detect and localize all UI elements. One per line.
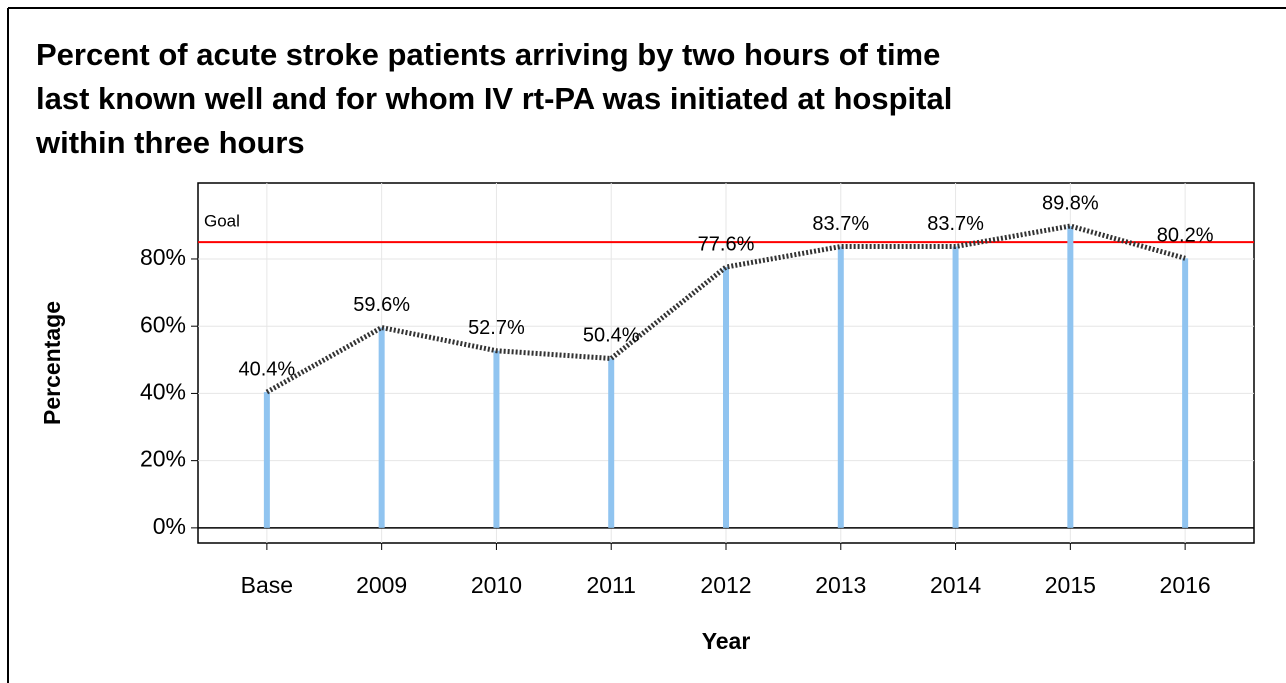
data-label: 80.2% <box>1157 225 1214 247</box>
y-tick-label: 20% <box>140 446 186 472</box>
needle <box>837 246 844 528</box>
x-tick-label: Base <box>241 572 293 598</box>
data-label: 89.8% <box>1042 192 1099 214</box>
data-label: 40.4% <box>239 358 296 380</box>
needle <box>723 267 729 528</box>
y-tick-label: 60% <box>140 311 186 337</box>
data-label: 59.6% <box>353 294 410 316</box>
data-label: 50.4% <box>583 325 640 347</box>
y-tick-label: 0% <box>153 513 186 539</box>
y-tick-label: 40% <box>140 378 186 404</box>
chart-title: within three hours <box>35 125 305 160</box>
x-axis-label: Year <box>702 628 751 654</box>
x-tick-label: 2013 <box>815 572 866 598</box>
needle <box>263 392 270 528</box>
data-label: 77.6% <box>698 233 755 255</box>
x-tick-label: 2015 <box>1045 572 1096 598</box>
x-tick-label: 2011 <box>586 572 635 598</box>
needle <box>608 358 615 528</box>
needle <box>493 350 500 528</box>
data-label: 83.7% <box>812 213 869 235</box>
y-axis-label: Percentage <box>39 301 65 425</box>
y-tick-label: 80% <box>140 244 186 270</box>
goal-label: Goal <box>204 212 240 231</box>
needle <box>952 246 959 528</box>
data-label: 52.7% <box>468 317 525 339</box>
x-tick-label: 2010 <box>471 572 522 598</box>
x-tick-label: 2014 <box>930 572 981 598</box>
needle <box>378 327 385 528</box>
chart-title: last known well and for whom IV rt-PA wa… <box>36 81 952 116</box>
x-tick-label: 2012 <box>700 572 751 598</box>
x-tick-label: 2016 <box>1160 572 1211 598</box>
chart-title: Percent of acute stroke patients arrivin… <box>36 37 940 72</box>
data-label: 83.7% <box>927 213 984 235</box>
x-tick-label: 2009 <box>356 572 407 598</box>
needle <box>1067 226 1074 528</box>
needle <box>1182 258 1189 528</box>
